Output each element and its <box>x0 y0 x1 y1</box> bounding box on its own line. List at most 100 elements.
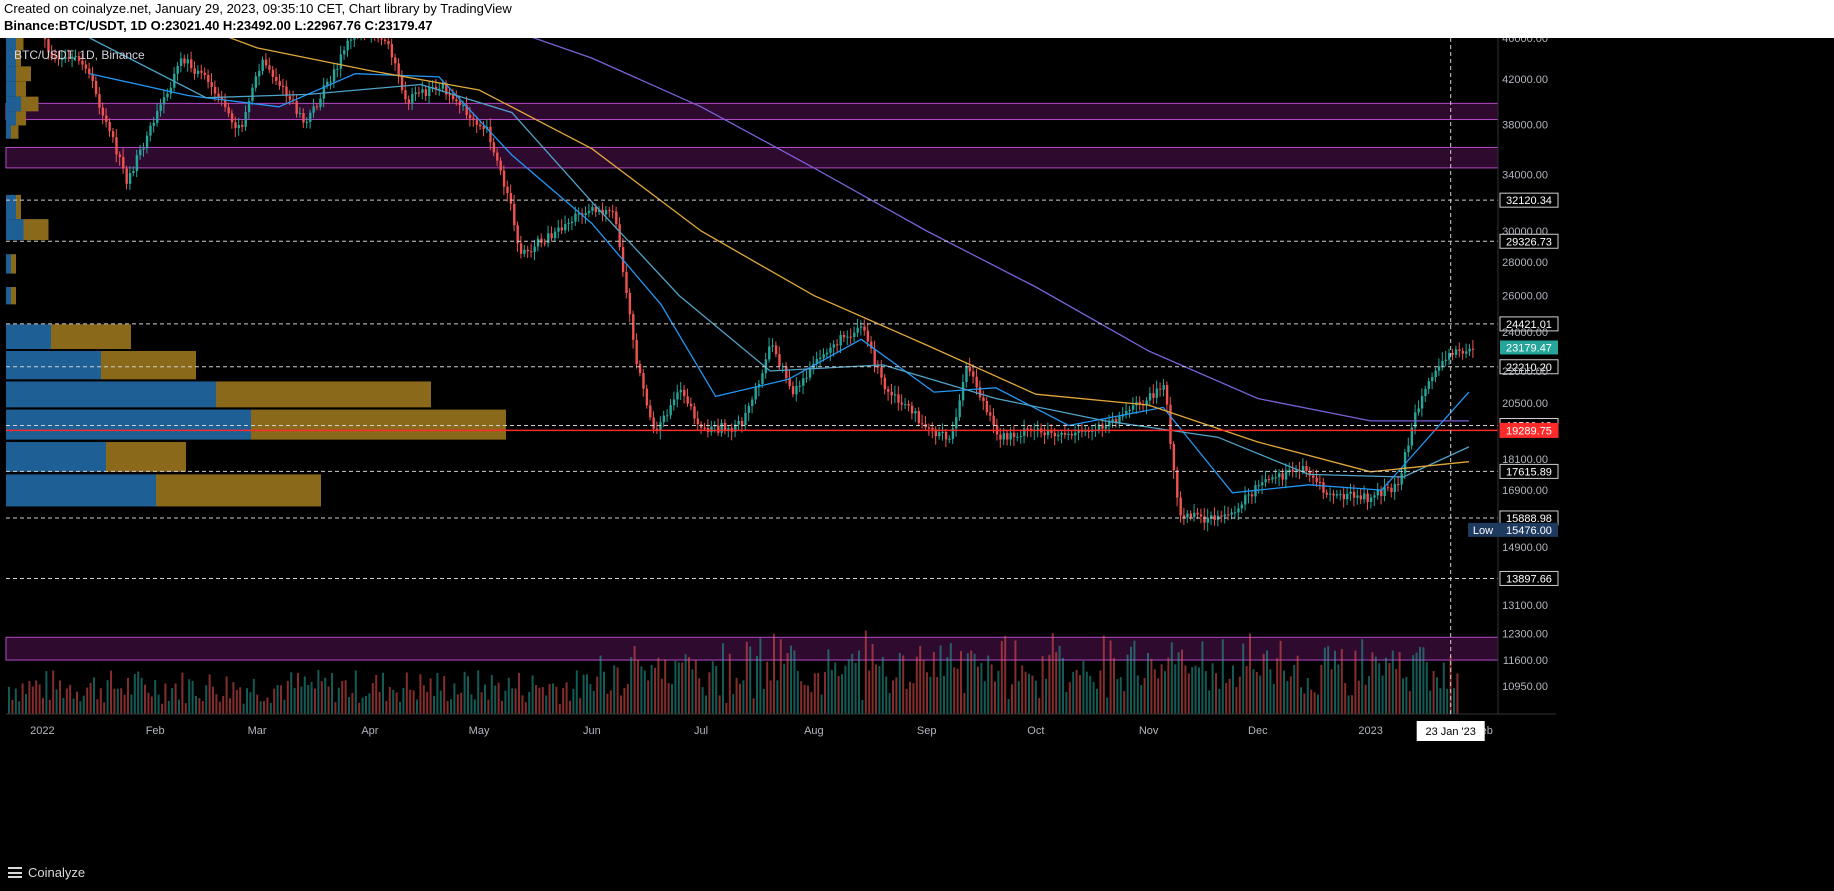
volume-bar <box>1225 682 1228 714</box>
candle-body <box>615 211 618 225</box>
candle-body <box>1278 473 1281 478</box>
candle-body <box>836 344 839 346</box>
volume-bar <box>620 695 622 714</box>
volume-bar <box>1153 669 1156 714</box>
volume-bar <box>926 672 928 714</box>
volume-profile-sell-bar <box>216 381 431 408</box>
volume-bar <box>1357 680 1360 714</box>
candle-body <box>972 371 975 377</box>
chart-canvas[interactable]: 32120.3429326.7324421.0122210.2019500.19… <box>0 38 1834 854</box>
hamburger-icon[interactable] <box>8 867 22 878</box>
chart-caption: Created on coinalyze.net, January 29, 20… <box>4 0 512 38</box>
volume-bar <box>1021 665 1024 714</box>
y-axis-tick-label: 38000.00 <box>1502 119 1548 131</box>
candle-body <box>1465 351 1468 354</box>
volume-bar <box>834 662 837 714</box>
volume-bar <box>596 676 599 714</box>
volume-profile-sell-bar <box>11 125 19 139</box>
volume-bar <box>225 676 228 714</box>
candle-body <box>349 39 353 41</box>
volume-bar <box>1422 647 1425 714</box>
x-axis-tick-label: May <box>469 725 490 737</box>
candle-body <box>1339 494 1342 496</box>
volume-bar <box>1068 682 1071 714</box>
candle-body <box>1417 408 1420 413</box>
candle-body <box>1329 493 1332 495</box>
volume-bar <box>759 638 762 714</box>
candle-body <box>1199 514 1203 517</box>
volume-bar <box>997 670 1000 714</box>
volume-bar <box>994 681 996 714</box>
candle-body <box>322 85 326 99</box>
candle-body <box>74 56 77 58</box>
candle-body <box>948 438 951 440</box>
volume-bar <box>99 688 102 714</box>
volume-bar <box>106 680 109 714</box>
candle-body <box>339 54 343 69</box>
volume-bar <box>1398 651 1401 714</box>
volume-bar <box>303 676 306 714</box>
candle-body <box>560 227 564 231</box>
volume-bar <box>490 675 493 714</box>
volume-bar <box>144 684 146 714</box>
candle-body <box>1128 409 1131 411</box>
volume-bar <box>1313 692 1316 714</box>
candle-body <box>230 113 234 123</box>
candle-body <box>128 172 132 184</box>
volume-bar <box>1337 664 1340 714</box>
volume-bar <box>215 694 218 714</box>
candle-body <box>380 38 383 40</box>
candle-body <box>43 38 47 40</box>
candle-body <box>1223 514 1227 517</box>
volume-bar <box>790 645 792 714</box>
volume-bar <box>1456 673 1459 714</box>
volume-profile-buy-bar <box>6 350 101 380</box>
volume-bar <box>1187 673 1190 714</box>
candle-body <box>958 400 961 418</box>
volume-bar <box>898 652 901 714</box>
volume-bar <box>382 672 384 714</box>
x-axis-tick-label: Aug <box>804 725 824 737</box>
candle-body <box>944 431 948 440</box>
volume-bar <box>354 670 357 714</box>
volume-bar <box>1286 681 1289 714</box>
candle-body <box>904 404 907 406</box>
candle-body <box>1067 434 1070 436</box>
candle-body <box>1196 512 1199 515</box>
candle-body <box>968 366 972 372</box>
volume-bar <box>1028 673 1030 714</box>
volume-bar <box>1170 642 1173 714</box>
candle-body <box>431 86 434 88</box>
candle-body <box>825 352 829 355</box>
volume-bar <box>599 655 602 714</box>
volume-bar <box>273 688 276 714</box>
candle-body <box>598 209 601 212</box>
volume-bar <box>807 685 809 714</box>
volume-bar <box>1089 675 1092 714</box>
volume-profile-sell-bar <box>11 287 16 305</box>
candle-body <box>1288 469 1291 471</box>
candle-body <box>1305 466 1308 472</box>
candle-body <box>142 148 145 150</box>
candle-body <box>1148 393 1152 401</box>
volume-bar <box>949 643 952 714</box>
volume-bar <box>409 689 412 714</box>
volume-profile-sell-bar <box>16 38 24 50</box>
volume-bar <box>140 677 143 714</box>
candle-body <box>77 56 81 61</box>
y-axis-tick-label: 13100.00 <box>1502 600 1548 612</box>
volume-bar <box>603 671 605 714</box>
volume-bar <box>1045 678 1047 714</box>
candle-body <box>261 59 264 72</box>
volume-bar <box>402 688 405 714</box>
candle-body <box>591 206 594 211</box>
candle-body <box>411 94 414 104</box>
price-chart[interactable]: 32120.3429326.7324421.0122210.2019500.19… <box>0 38 1834 854</box>
candle-body <box>1182 515 1186 518</box>
candle-body <box>608 210 611 212</box>
volume-bar <box>446 700 449 714</box>
candle-body <box>870 341 873 349</box>
candle-body <box>802 378 805 386</box>
volume-bar <box>439 690 442 714</box>
volume-bar <box>609 690 612 714</box>
